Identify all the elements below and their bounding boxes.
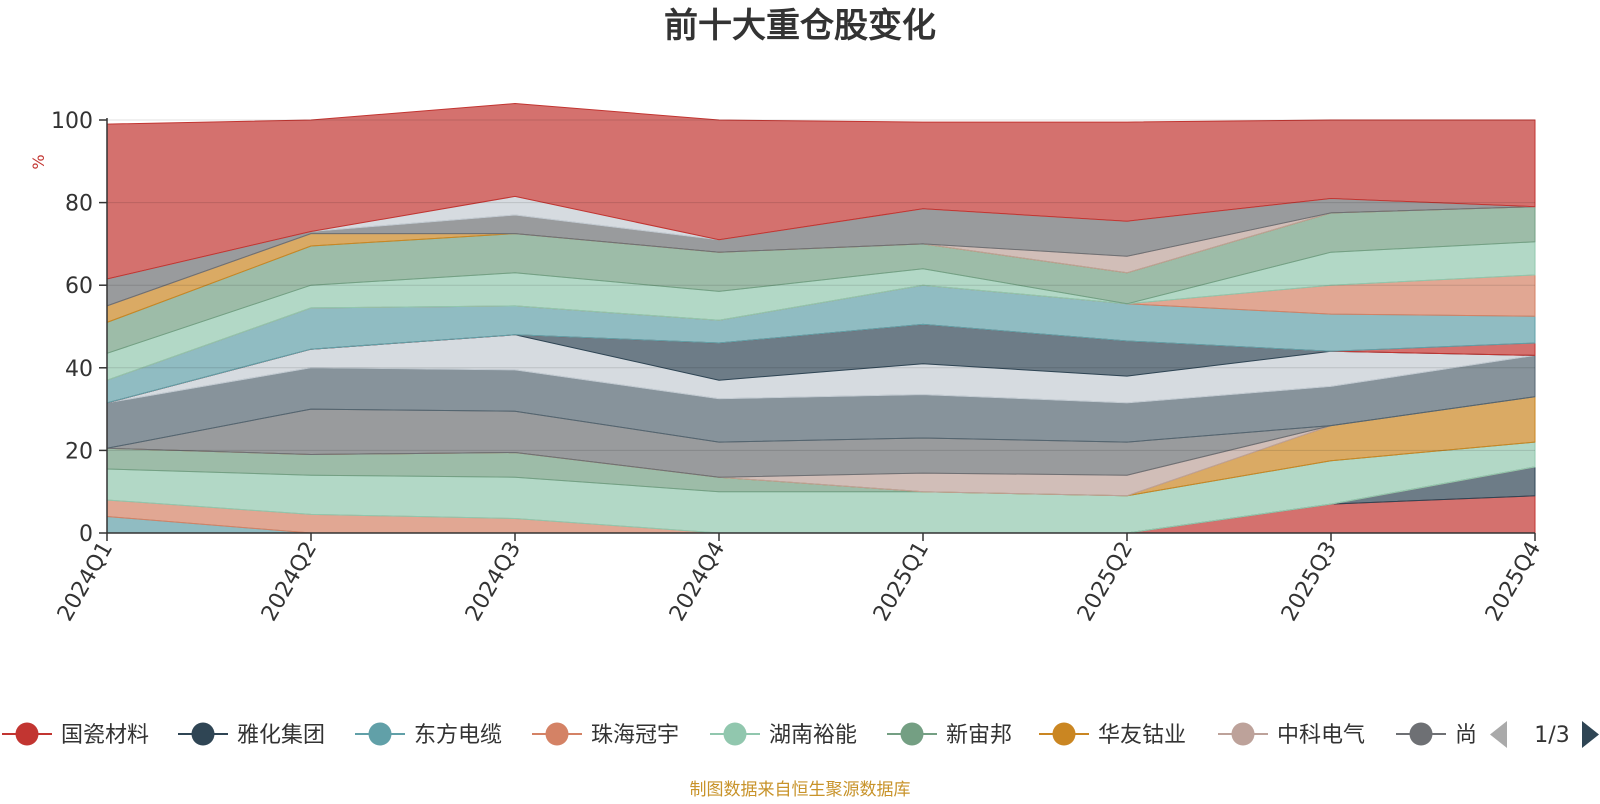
y-tick-label: 100: [51, 109, 93, 134]
legend-label: 国瓷材料: [61, 723, 149, 748]
legend-item[interactable]: 中科电气: [1218, 722, 1365, 749]
x-tick-label: 2025Q1: [869, 538, 934, 626]
legend-label: 珠海冠宇: [591, 723, 679, 748]
legend-label: 尚: [1455, 723, 1477, 748]
legend-item[interactable]: 东方电缆: [355, 722, 502, 749]
legend-marker: [1231, 722, 1255, 746]
legend-marker: [900, 722, 924, 746]
legend: 国瓷材料 雅化集团 东方电缆 珠海冠宇 湖南裕能 新宙邦 华友钴业 中科电气 尚 1/3: [2, 721, 1599, 748]
source-note: 制图数据来自恒生聚源数据库: [690, 780, 911, 800]
legend-page-indicator: 1/3: [1534, 723, 1569, 748]
legend-marker: [1409, 722, 1433, 746]
area-series-layer: [106, 102, 1536, 534]
legend-marker: [545, 722, 569, 746]
x-tick-label: 2024Q4: [665, 538, 730, 626]
y-axis-label: %: [29, 154, 48, 169]
legend-item[interactable]: 珠海冠宇: [532, 722, 679, 749]
legend-item[interactable]: 国瓷材料: [2, 722, 149, 749]
legend-item[interactable]: 华友钴业: [1039, 722, 1186, 749]
legend-marker: [1052, 722, 1076, 746]
legend-item[interactable]: 湖南裕能: [710, 722, 857, 749]
legend-item[interactable]: 新宙邦: [887, 722, 1012, 749]
y-tick-label: 80: [65, 192, 93, 217]
legend-label: 中科电气: [1277, 723, 1365, 748]
legend-item[interactable]: 尚: [1396, 722, 1477, 749]
y-tick-label: 0: [79, 522, 93, 547]
legend-marker: [191, 722, 215, 746]
x-tick-label: 2024Q2: [257, 538, 322, 626]
y-tick-label: 40: [65, 357, 93, 382]
legend-label: 湖南裕能: [769, 723, 857, 748]
x-tick-label: 2025Q3: [1277, 538, 1342, 626]
legend-marker: [15, 722, 39, 746]
legend-item[interactable]: 雅化集团: [178, 722, 325, 749]
legend-marker: [368, 722, 392, 746]
legend-items: 国瓷材料 雅化集团 东方电缆 珠海冠宇 湖南裕能 新宙邦 华友钴业 中科电气 尚: [2, 722, 1477, 749]
legend-next-icon[interactable]: [1582, 721, 1599, 748]
x-tick-label: 2024Q1: [53, 538, 118, 626]
grid-lines: [107, 119, 1535, 451]
legend-label: 雅化集团: [237, 723, 325, 748]
chart-title: 前十大重仓股变化: [664, 6, 936, 46]
x-tick-label: 2024Q3: [461, 538, 526, 626]
area-series-22: [106, 102, 1536, 280]
y-tick-label: 60: [65, 274, 93, 299]
x-tick-label: 2025Q4: [1481, 538, 1546, 626]
legend-label: 新宙邦: [946, 723, 1012, 748]
legend-prev-icon[interactable]: [1490, 721, 1507, 748]
legend-label: 东方电缆: [414, 723, 502, 748]
legend-label: 华友钴业: [1098, 723, 1186, 748]
y-tick-label: 20: [65, 439, 93, 464]
x-tick-label: 2025Q2: [1073, 538, 1138, 626]
legend-marker: [723, 722, 747, 746]
